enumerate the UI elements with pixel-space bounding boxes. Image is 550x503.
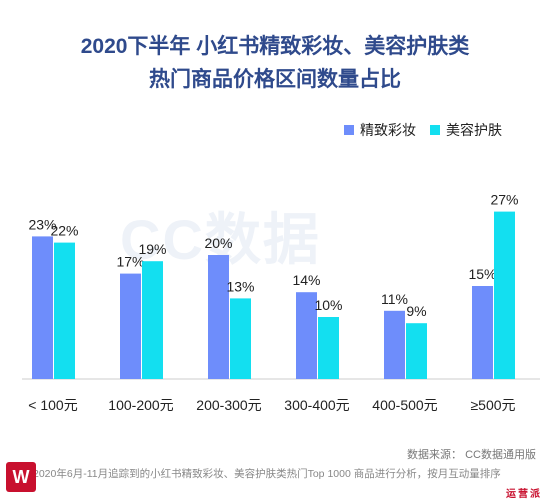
bar-skincare-2	[230, 298, 251, 379]
data-label-skincare-1: 19%	[138, 241, 166, 257]
logo-icon: W	[6, 462, 36, 492]
bar-skincare-0	[54, 242, 75, 379]
bar-skincare-5	[494, 211, 515, 379]
brand-text: 运营派	[506, 489, 542, 500]
x-tick-label-5: ≥500元	[470, 397, 515, 413]
data-label-makeup-2: 20%	[204, 235, 232, 251]
legend-swatch-skincare	[430, 125, 440, 135]
data-label-makeup-3: 14%	[292, 272, 320, 288]
bar-makeup-2	[208, 255, 229, 379]
data-label-makeup-1: 17%	[116, 254, 144, 270]
data-label-skincare-2: 13%	[226, 278, 254, 294]
bar-skincare-1	[142, 261, 163, 379]
bar-makeup-4	[384, 310, 405, 379]
legend-swatch-makeup	[344, 125, 354, 135]
data-label-makeup-0: 23%	[28, 216, 56, 232]
data-label-skincare-3: 10%	[314, 297, 342, 313]
data-label-skincare-4: 9%	[406, 303, 426, 319]
legend-label-makeup: 精致彩妆	[360, 122, 416, 138]
chart-title-line2: 热门商品价格区间数量占比	[149, 68, 401, 91]
legend-item-makeup: 精致彩妆	[344, 120, 416, 140]
data-label-skincare-5: 27%	[490, 192, 518, 208]
x-tick-label-1: 100-200元	[108, 397, 173, 413]
bar-makeup-3	[296, 292, 317, 379]
legend: 精致彩妆 美容护肤	[344, 120, 510, 140]
bar-skincare-3	[318, 317, 339, 379]
x-tick-label-4: 400-500元	[372, 397, 437, 413]
bar-makeup-0	[32, 236, 53, 379]
x-tick-label-2: 200-300元	[196, 397, 261, 413]
source-text: 数据来源： CC数据通用版	[407, 449, 536, 461]
bar-skincare-4	[406, 323, 427, 379]
bar-makeup-1	[120, 273, 141, 379]
legend-label-skincare: 美容护肤	[446, 122, 502, 138]
bar-makeup-5	[472, 286, 493, 379]
data-label-skincare-0: 22%	[50, 223, 78, 239]
data-label-makeup-5: 15%	[468, 266, 496, 282]
footnote-text: 基于2020年6月-11月追踪到的小红书精致彩妆、美容护肤类热门Top 1000…	[12, 468, 501, 480]
legend-item-skincare: 美容护肤	[430, 120, 502, 140]
x-tick-label-3: 300-400元	[284, 397, 349, 413]
data-label-makeup-4: 11%	[381, 291, 408, 307]
x-tick-label-0: < 100元	[28, 397, 77, 413]
chart-title-line1: 2020下半年 小红书精致彩妆、美容护肤类	[80, 35, 470, 58]
